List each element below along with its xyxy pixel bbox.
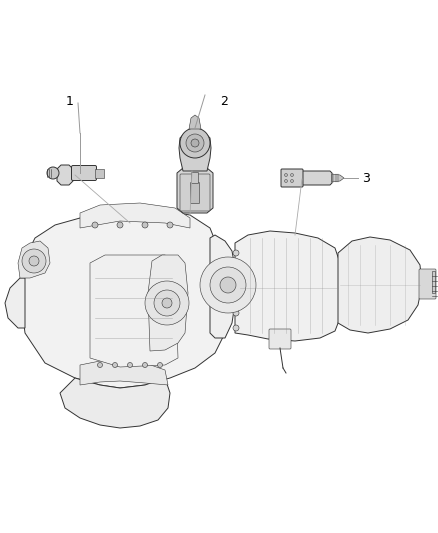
Polygon shape xyxy=(332,174,344,182)
Polygon shape xyxy=(18,241,50,278)
Circle shape xyxy=(47,167,59,179)
Circle shape xyxy=(29,256,39,266)
Polygon shape xyxy=(90,255,178,367)
Circle shape xyxy=(186,134,204,152)
Circle shape xyxy=(233,295,239,301)
Circle shape xyxy=(200,257,256,313)
Polygon shape xyxy=(80,203,190,228)
Text: 3: 3 xyxy=(362,172,370,184)
Polygon shape xyxy=(189,115,201,129)
Circle shape xyxy=(154,290,180,316)
Polygon shape xyxy=(57,165,73,185)
Polygon shape xyxy=(179,133,211,171)
Circle shape xyxy=(22,249,46,273)
Circle shape xyxy=(113,362,117,367)
FancyBboxPatch shape xyxy=(180,174,210,211)
Polygon shape xyxy=(210,235,235,338)
Circle shape xyxy=(117,222,123,228)
Circle shape xyxy=(92,222,98,228)
FancyBboxPatch shape xyxy=(191,173,198,183)
Polygon shape xyxy=(338,237,422,333)
Circle shape xyxy=(142,222,148,228)
Circle shape xyxy=(191,139,199,147)
Polygon shape xyxy=(302,171,332,185)
Polygon shape xyxy=(60,378,170,428)
Circle shape xyxy=(233,310,239,316)
Polygon shape xyxy=(148,255,188,351)
Text: 1: 1 xyxy=(66,95,74,108)
Circle shape xyxy=(127,362,133,367)
Circle shape xyxy=(167,222,173,228)
Polygon shape xyxy=(80,360,168,385)
Circle shape xyxy=(233,265,239,271)
Circle shape xyxy=(180,128,210,158)
FancyBboxPatch shape xyxy=(269,329,291,349)
Circle shape xyxy=(290,174,293,176)
Polygon shape xyxy=(177,168,213,213)
FancyBboxPatch shape xyxy=(281,169,303,187)
Circle shape xyxy=(233,325,239,331)
Circle shape xyxy=(233,280,239,286)
FancyBboxPatch shape xyxy=(191,182,199,204)
FancyBboxPatch shape xyxy=(71,166,96,181)
Circle shape xyxy=(220,277,236,293)
Circle shape xyxy=(162,298,172,308)
Circle shape xyxy=(210,267,246,303)
Circle shape xyxy=(285,180,287,182)
Circle shape xyxy=(145,281,189,325)
Circle shape xyxy=(290,180,293,182)
Circle shape xyxy=(233,250,239,256)
Circle shape xyxy=(98,362,102,367)
FancyBboxPatch shape xyxy=(95,168,103,177)
FancyBboxPatch shape xyxy=(419,269,436,299)
Polygon shape xyxy=(20,211,228,388)
Circle shape xyxy=(285,174,287,176)
Circle shape xyxy=(142,362,148,367)
Polygon shape xyxy=(5,278,25,328)
Circle shape xyxy=(158,362,162,367)
Polygon shape xyxy=(432,271,435,293)
Text: 2: 2 xyxy=(220,95,228,108)
Polygon shape xyxy=(235,231,340,341)
